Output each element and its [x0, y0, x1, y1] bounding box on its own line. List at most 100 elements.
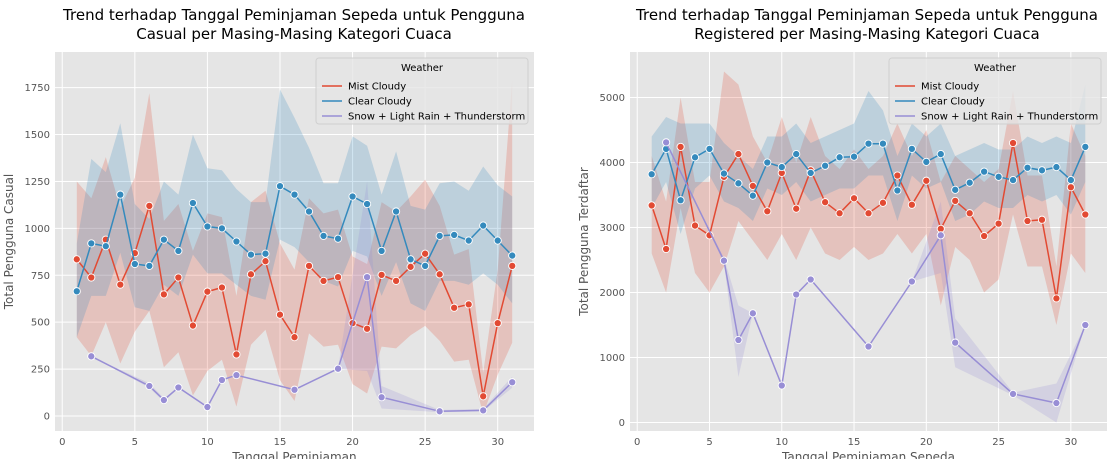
legend-box	[315, 57, 529, 125]
data-point	[479, 392, 488, 401]
data-point	[290, 333, 299, 342]
data-point	[435, 231, 444, 240]
data-point	[907, 200, 916, 209]
data-point	[435, 270, 444, 279]
data-point	[464, 236, 473, 245]
data-point	[217, 224, 226, 233]
y-tick-label: 2000	[600, 288, 625, 299]
data-point	[676, 142, 685, 151]
data-point	[1081, 142, 1090, 151]
data-point	[450, 230, 459, 239]
data-point	[479, 406, 488, 415]
chart-title-line: Trend terhadap Tanggal Peminjaman Sepeda…	[62, 6, 525, 24]
data-point	[907, 277, 916, 286]
data-point	[508, 251, 517, 260]
data-point	[116, 280, 125, 289]
data-point	[1052, 294, 1061, 303]
y-tick-label: 1000	[600, 353, 625, 364]
data-point	[849, 152, 859, 161]
x-tick-label: 15	[274, 437, 287, 448]
data-point	[145, 261, 154, 270]
data-point	[333, 364, 343, 373]
data-point	[719, 169, 729, 178]
data-point	[319, 276, 328, 285]
data-point	[835, 209, 844, 218]
data-point	[792, 204, 801, 213]
data-point	[777, 381, 786, 390]
y-axis-label: Total Pengguna Casual	[2, 174, 16, 311]
x-tick-label: 5	[706, 437, 712, 448]
x-tick-label: 20	[920, 437, 933, 448]
data-point	[174, 273, 183, 282]
data-point	[246, 270, 256, 279]
data-point	[835, 153, 844, 162]
data-point	[261, 249, 270, 258]
data-point	[806, 168, 815, 177]
x-tick-label: 20	[346, 437, 359, 448]
legend-label: Mist Cloudy	[921, 82, 979, 93]
data-point	[232, 237, 241, 246]
data-point	[734, 179, 743, 188]
data-point	[1008, 389, 1018, 398]
y-tick-label: 0	[619, 418, 625, 429]
x-tick-label: 0	[59, 437, 65, 448]
data-point	[705, 144, 714, 153]
data-point	[450, 303, 459, 312]
data-point	[1066, 183, 1075, 192]
data-point	[936, 231, 945, 240]
data-point	[232, 350, 241, 359]
data-point	[87, 239, 96, 248]
x-tick-label: 25	[419, 437, 432, 448]
data-point	[188, 198, 197, 208]
confidence-band-mist-cloudy	[76, 80, 513, 415]
data-point	[777, 163, 786, 172]
data-point	[508, 261, 517, 270]
data-point	[1052, 398, 1061, 408]
data-point	[290, 190, 299, 199]
data-point	[275, 182, 285, 191]
data-point	[1023, 216, 1032, 226]
data-point	[951, 196, 960, 205]
x-tick-label: 25	[992, 437, 1005, 448]
data-point	[101, 242, 110, 251]
series-line-snow-light-rain-thunderstorm	[665, 142, 1087, 404]
data-point	[922, 157, 931, 166]
data-point	[159, 290, 168, 299]
data-point	[145, 381, 154, 391]
data-point	[821, 198, 830, 207]
chart-registered: Trend terhadap Tanggal Peminjaman Sepeda…	[577, 6, 1107, 463]
data-point	[878, 198, 888, 207]
data-point	[464, 300, 473, 309]
x-tick-label: 0	[634, 437, 640, 448]
x-axis-label: Tanggal Peminjaman	[231, 450, 356, 459]
y-tick-label: 1000	[25, 224, 50, 235]
data-point	[864, 209, 873, 218]
x-tick-label: 30	[491, 437, 504, 448]
gridlines	[55, 52, 534, 431]
y-tick-label: 750	[31, 271, 50, 282]
data-point	[792, 150, 801, 159]
data-point	[1081, 210, 1090, 219]
data-point	[217, 283, 226, 292]
data-point	[922, 176, 931, 185]
data-point	[994, 219, 1003, 228]
y-tick-label: 3000	[600, 223, 625, 234]
chart-title-line: Casual per Masing-Masing Kategori Cuaca	[136, 25, 452, 43]
x-tick-label: 15	[848, 437, 861, 448]
data-point	[647, 201, 656, 210]
data-point	[174, 246, 183, 255]
data-point	[893, 171, 902, 180]
legend-label: Snow + Light Rain + Thunderstorm	[921, 112, 1098, 123]
data-point	[994, 172, 1003, 181]
data-point	[1081, 320, 1090, 330]
data-point	[965, 209, 974, 218]
confidence-band-clear-cloudy	[651, 84, 1086, 234]
data-point	[217, 375, 226, 385]
data-point	[304, 261, 314, 270]
data-point	[261, 257, 270, 266]
chart-title-line: Trend terhadap Tanggal Peminjaman Sepeda…	[635, 6, 1098, 24]
data-point	[893, 186, 902, 195]
data-point	[878, 139, 888, 148]
